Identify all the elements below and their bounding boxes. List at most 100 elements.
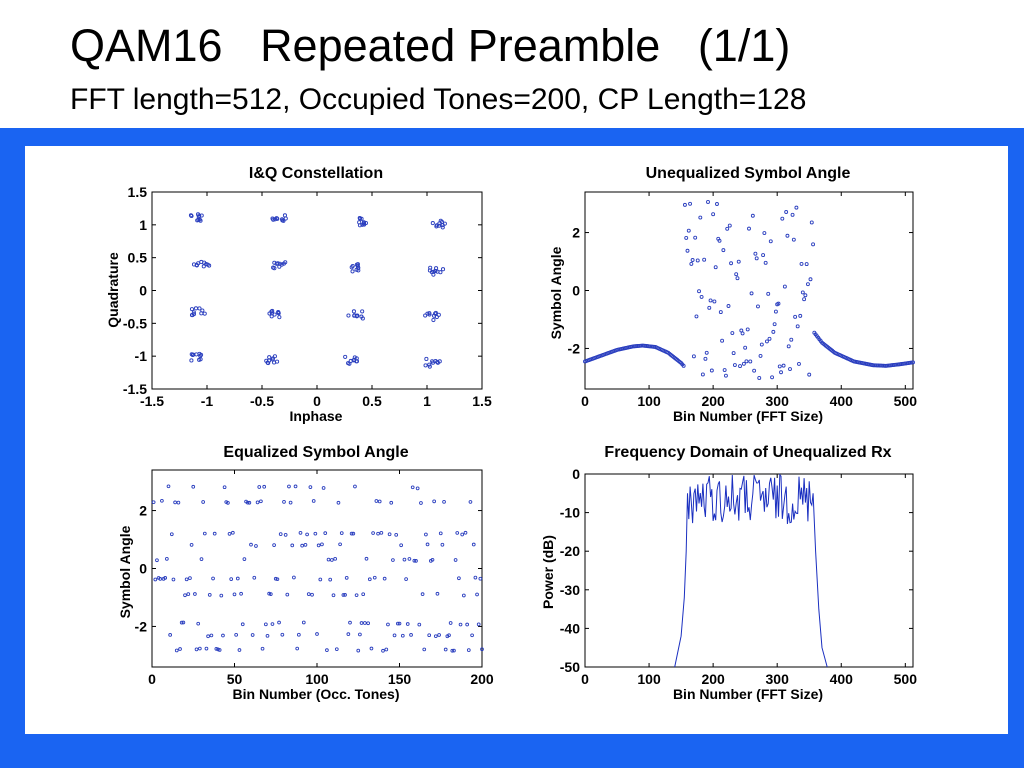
angle-point: [270, 622, 275, 626]
angle-point: [252, 575, 257, 580]
angle-point: [306, 592, 311, 596]
angle-point: [726, 304, 731, 308]
angle-point: [797, 361, 801, 366]
angle-point: [308, 485, 313, 489]
constellation-point: [357, 216, 362, 221]
constellation-point: [440, 267, 446, 272]
angle-point: [331, 593, 336, 598]
angle-point: [798, 313, 803, 318]
angle-point: [173, 500, 177, 505]
constellation-point: [431, 317, 436, 323]
angle-point: [723, 373, 728, 378]
angle-point: [392, 633, 397, 638]
angle-point: [462, 593, 466, 598]
angle-point: [183, 593, 187, 598]
x-tick-label: 1.5: [472, 393, 492, 409]
angle-point: [425, 542, 430, 547]
angle-point: [752, 368, 757, 373]
y-tick-label: -2: [135, 618, 148, 634]
angle-point: [341, 593, 346, 597]
constellation-point: [346, 361, 351, 366]
constellation-point: [195, 218, 200, 223]
angle-point: [471, 542, 476, 547]
constellation-point: [428, 265, 433, 270]
angle-point: [427, 633, 432, 638]
angle-point: [320, 542, 324, 547]
constellation-point: [275, 216, 280, 221]
angle-point: [452, 648, 456, 653]
angle-point: [382, 576, 387, 581]
angle-point: [697, 289, 701, 294]
constellation-point: [440, 225, 445, 230]
chart-frequency-domain: Frequency Domain of Unequalized Rx Bin N…: [540, 444, 917, 702]
angle-point: [440, 542, 445, 547]
x-tick-label: 100: [637, 671, 661, 687]
angle-point: [376, 531, 380, 536]
angle-point: [290, 543, 295, 548]
angle-point: [437, 633, 441, 637]
angle-point: [740, 331, 745, 336]
y-tick-label: 0: [139, 561, 147, 577]
angle-point: [366, 621, 370, 626]
angle-point: [396, 621, 400, 626]
angle-point: [685, 248, 690, 253]
angle-point: [358, 632, 362, 637]
angle-point: [731, 351, 736, 356]
constellation-point: [189, 213, 194, 219]
angle-point: [686, 228, 691, 233]
constellation-point: [436, 312, 441, 317]
angle-point: [330, 558, 334, 562]
angle-point: [297, 632, 301, 637]
angle-point: [273, 576, 278, 581]
constellation-point: [283, 260, 288, 265]
angle-point: [791, 237, 796, 242]
angle-point: [334, 647, 339, 652]
angle-point: [240, 622, 245, 627]
angle-point: [234, 632, 238, 637]
constellation-point: [272, 312, 277, 317]
angle-point: [718, 310, 723, 315]
angle-point: [374, 499, 379, 503]
x-tick-label: 1: [423, 393, 431, 409]
y-tick-label: 0: [572, 283, 580, 299]
angle-point: [264, 622, 268, 627]
constellation-point: [435, 269, 440, 274]
angle-point: [227, 532, 232, 536]
x-tick-label: 200: [701, 393, 725, 409]
angle-point: [455, 531, 460, 535]
angle-point: [343, 593, 347, 597]
angle-point: [242, 557, 247, 561]
constellation-point: [350, 269, 355, 274]
angle-point: [349, 531, 354, 536]
angle-point: [206, 634, 210, 639]
constellation-point: [435, 360, 440, 365]
angle-point: [782, 284, 787, 289]
angle-point: [741, 361, 746, 366]
angle-point: [232, 592, 237, 597]
angle-point: [750, 213, 755, 218]
x-axis-label: Bin Number (FFT Size): [673, 686, 823, 702]
angle-point: [151, 500, 156, 505]
angle-point: [235, 576, 240, 581]
angle-point: [211, 576, 215, 581]
chart-title: Equalized Symbol Angle: [223, 444, 408, 461]
constellation-point: [274, 216, 279, 221]
angle-point: [328, 577, 333, 582]
angle-point: [415, 486, 420, 491]
angle-point: [767, 336, 772, 341]
constellation-point: [283, 216, 288, 221]
angle-point: [420, 592, 425, 597]
angle-point: [278, 532, 283, 536]
angle-point: [259, 499, 263, 504]
angle-point: [165, 556, 169, 561]
y-tick-label: 0.5: [128, 250, 148, 266]
angle-point: [196, 621, 201, 626]
angle-point: [717, 238, 722, 243]
x-tick-label: -1.5: [140, 393, 164, 409]
angle-point: [300, 543, 304, 548]
constellation-point: [199, 352, 204, 357]
chart-iq-constellation: I&Q Constellation Inphase Quadrature -1.…: [105, 165, 492, 424]
constellation-point: [201, 264, 206, 269]
angle-point: [221, 633, 225, 638]
constellation-point: [423, 313, 428, 318]
